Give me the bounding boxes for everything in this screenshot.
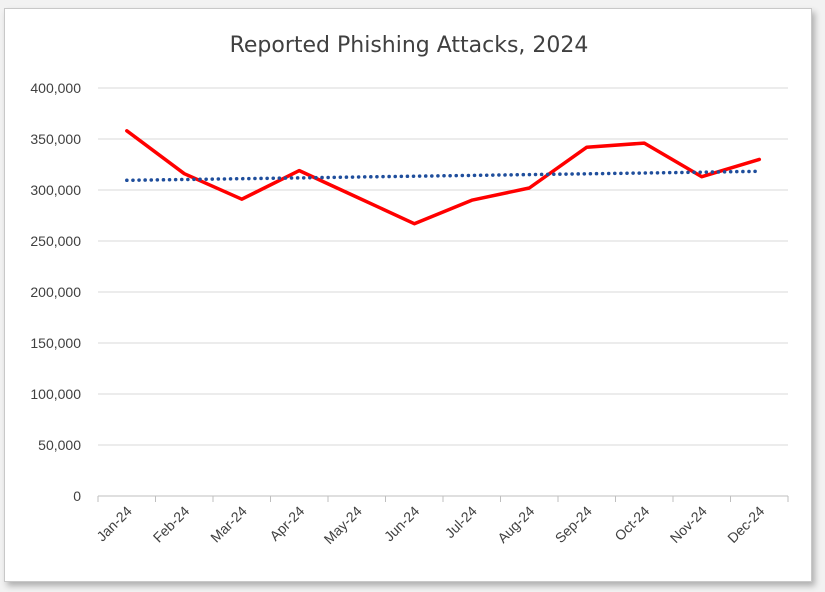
- x-tick-label: Apr-24: [266, 503, 307, 544]
- x-tick-label: Sep-24: [552, 503, 595, 546]
- x-tick-label: Oct-24: [611, 503, 652, 544]
- series-line-trend: [125, 169, 762, 183]
- x-tick-label: Jun-24: [381, 503, 423, 545]
- x-axis: Jan-24 Feb-24 Mar-24 Apr-24 May-24 Jun-24 Jul-…: [93, 495, 789, 547]
- y-tick-label: 250,000: [30, 233, 81, 249]
- x-tick-label: Jul-24: [442, 503, 480, 541]
- y-tick-label: 50,000: [38, 437, 81, 453]
- x-tick-label: Dec-24: [724, 503, 767, 546]
- y-tick-label: 0: [73, 488, 81, 504]
- x-tick-label: Nov-24: [667, 503, 710, 546]
- x-tick-label: Mar-24: [207, 503, 250, 546]
- y-tick-label: 350,000: [30, 131, 81, 147]
- x-tick-label: Feb-24: [150, 503, 193, 546]
- chart-title: Reported Phishing Attacks, 2024: [230, 33, 589, 58]
- x-tick-label: Jan-24: [93, 503, 135, 545]
- y-tick-label: 150,000: [30, 335, 81, 351]
- x-tick-label: May-24: [321, 503, 365, 547]
- y-tick-label: 300,000: [30, 182, 81, 198]
- y-tick-label: 400,000: [30, 80, 81, 96]
- x-tick-label: Aug-24: [494, 503, 537, 546]
- series-group: [125, 129, 762, 226]
- chart-card: [4, 8, 812, 582]
- series-line-attacks: [125, 129, 762, 226]
- y-tick-label: 100,000: [30, 386, 81, 402]
- y-axis: 0 50,000 100,000 150,000 200,000 250,000 300,0…: [30, 80, 81, 504]
- y-tick-label: 200,000: [30, 284, 81, 300]
- gridlines: [98, 87, 788, 446]
